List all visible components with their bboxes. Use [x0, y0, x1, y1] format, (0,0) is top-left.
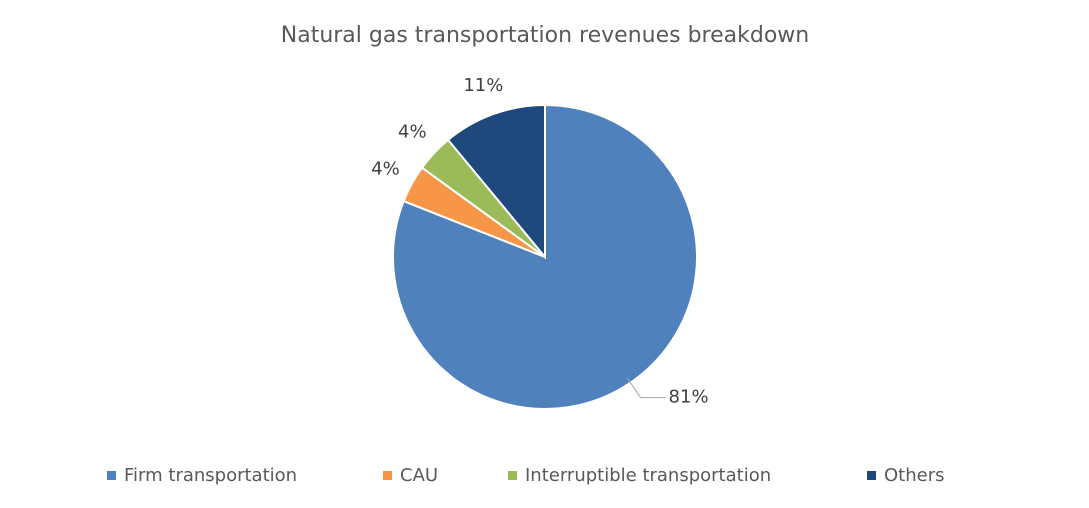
leader-line	[626, 377, 666, 399]
legend-marker	[383, 471, 392, 480]
data-label: 4%	[398, 121, 427, 142]
legend-label: CAU	[400, 465, 438, 486]
legend-marker	[867, 471, 876, 480]
pie-slice	[446, 103, 546, 260]
chart-title: Natural gas transportation revenues brea…	[281, 23, 809, 48]
data-label: 81%	[669, 387, 709, 408]
legend-marker	[107, 471, 116, 480]
data-label: 11%	[463, 75, 503, 96]
legend-marker	[508, 471, 517, 480]
legend-label: Others	[884, 465, 945, 486]
data-label: 4%	[371, 158, 400, 179]
legend-label: Interruptible transportation	[525, 465, 771, 486]
legend-label: Firm transportation	[124, 465, 297, 486]
